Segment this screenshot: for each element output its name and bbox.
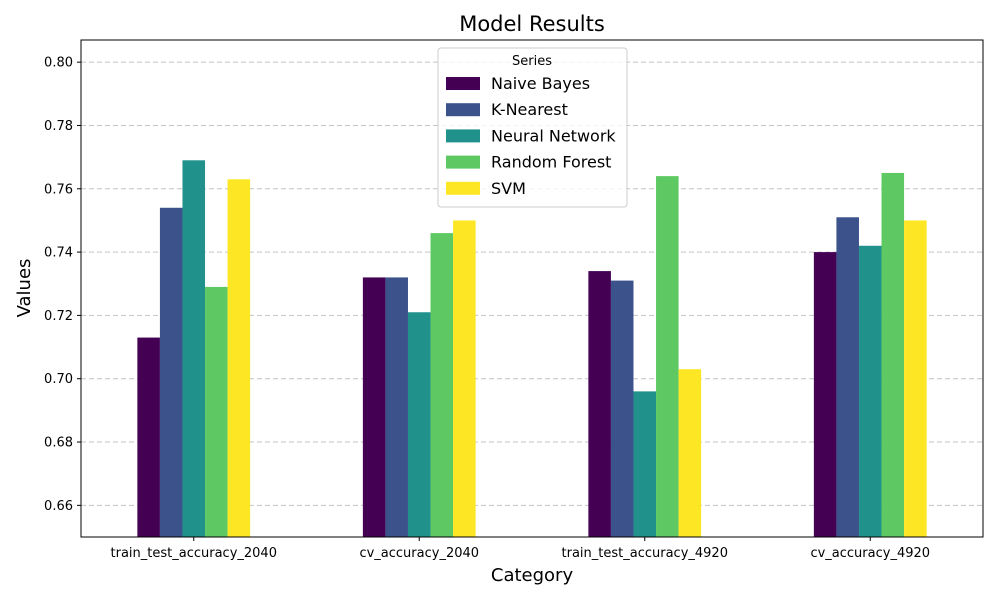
x-axis-title: Category <box>491 565 574 586</box>
y-tick-label: 0.74 <box>44 246 73 261</box>
bar <box>430 233 454 537</box>
y-axis-title: Values <box>14 259 35 318</box>
y-tick-label: 0.72 <box>44 309 73 324</box>
y-tick-label: 0.78 <box>44 119 73 134</box>
y-tick-label: 0.80 <box>44 56 73 71</box>
bar <box>588 271 611 537</box>
bar <box>453 220 476 537</box>
legend-swatch <box>446 77 480 90</box>
bar <box>362 277 386 537</box>
y-tick-label: 0.66 <box>44 499 73 514</box>
legend-label: SVM <box>491 179 526 198</box>
legend-box <box>437 47 628 208</box>
legend-title: Series <box>512 54 552 69</box>
bar <box>227 179 251 537</box>
bar <box>656 176 679 537</box>
y-axis: 0.66 0.68 0.70 0.72 0.74 0.76 0.78 0.80 <box>44 56 81 514</box>
bar <box>678 369 702 537</box>
y-tick-label: 0.68 <box>44 436 73 451</box>
y-tick-label: 0.70 <box>44 372 73 387</box>
bar <box>881 172 905 537</box>
chart-title: Model Results <box>459 12 605 36</box>
legend-label: K-Nearest <box>491 100 568 119</box>
bar <box>159 207 183 537</box>
bar <box>813 252 837 538</box>
plot-frame <box>80 39 984 538</box>
bar <box>836 217 859 538</box>
legend: Series Naive Bayes K-Nearest Neural Networ… <box>437 47 628 208</box>
legend-swatch <box>446 181 480 195</box>
x-tick-label: cv_accuracy_2040 <box>359 546 479 561</box>
bar <box>610 280 634 537</box>
x-tick-label: train_test_accuracy_4920 <box>562 546 728 561</box>
bar <box>137 337 160 537</box>
bar <box>182 160 206 537</box>
y-tick-label: 0.76 <box>44 182 73 197</box>
x-axis: train_test_accuracy_2040 cv_accuracy_2040… <box>111 537 930 561</box>
bar <box>904 220 927 537</box>
legend-swatch <box>446 129 480 143</box>
x-tick-label: cv_accuracy_4920 <box>810 546 930 561</box>
bar <box>407 312 431 537</box>
bar <box>633 391 657 537</box>
legend-swatch <box>446 155 480 169</box>
legend-swatch <box>446 103 480 117</box>
legend-label: Naive Bayes <box>491 74 590 93</box>
bar <box>385 277 408 537</box>
bars <box>137 160 927 538</box>
legend-label: Random Forest <box>491 153 611 172</box>
bar <box>858 245 882 537</box>
bar <box>205 286 228 537</box>
legend-label: Neural Network <box>491 126 616 145</box>
x-tick-label: train_test_accuracy_2040 <box>111 546 277 561</box>
